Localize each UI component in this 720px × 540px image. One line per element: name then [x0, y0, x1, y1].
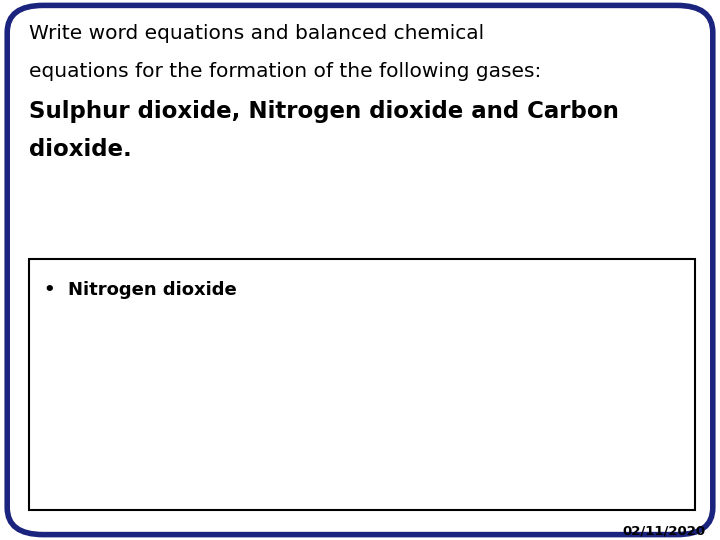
Text: •: •: [43, 281, 55, 299]
Bar: [29, 259, 695, 510]
FancyBboxPatch shape: [7, 5, 713, 535]
Text: Nitrogen dioxide: Nitrogen dioxide: [68, 281, 237, 299]
Text: Sulphur dioxide, Nitrogen dioxide and Carbon: Sulphur dioxide, Nitrogen dioxide and Ca…: [29, 100, 618, 123]
Text: 02/11/2020: 02/11/2020: [623, 524, 706, 537]
Text: Write word equations and balanced chemical: Write word equations and balanced chemic…: [29, 24, 484, 43]
Text: equations for the formation of the following gases:: equations for the formation of the follo…: [29, 62, 541, 81]
Text: dioxide.: dioxide.: [29, 138, 132, 161]
